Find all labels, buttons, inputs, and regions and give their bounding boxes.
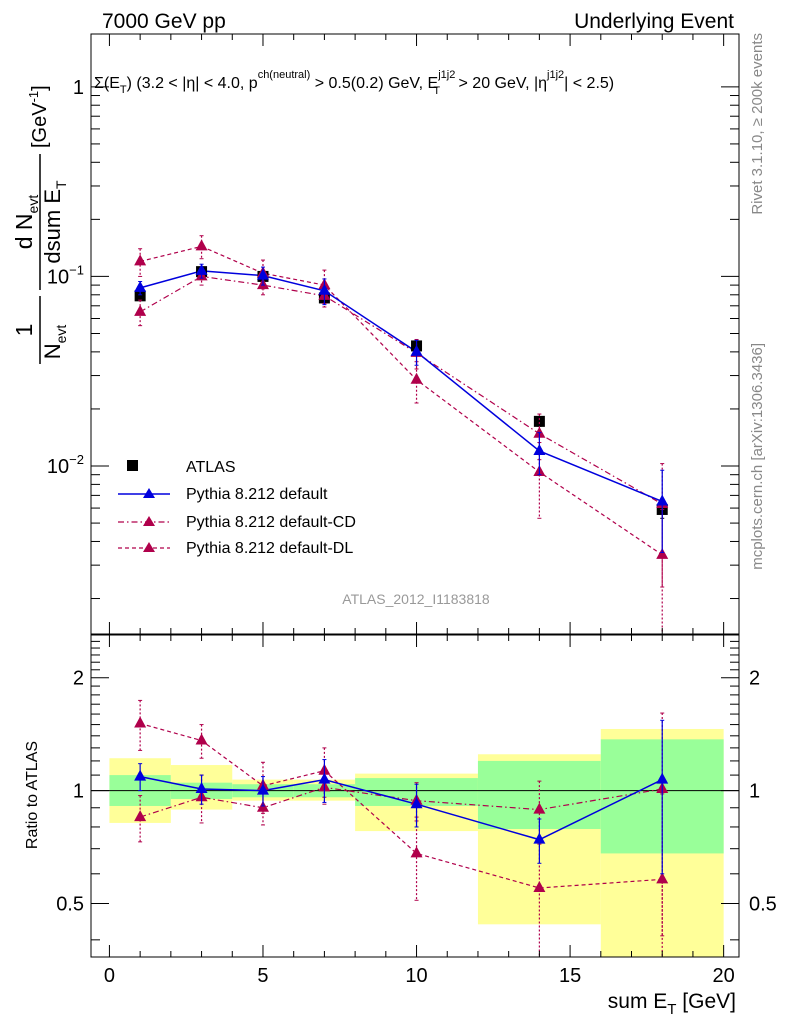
main-panel-marks bbox=[134, 235, 669, 635]
main-point-pythia-8-212-default-3 bbox=[318, 283, 331, 295]
ratio-point-pythia-8-212-default-dl-0 bbox=[134, 716, 147, 728]
ratio-point-pythia-8-212-default-4 bbox=[410, 797, 423, 809]
mcplots-label: mcplots.cern.ch [arXiv:1306.3436] bbox=[749, 343, 766, 570]
axis-ticks bbox=[91, 34, 739, 957]
main-point-pythia-8-212-default-dl-0 bbox=[134, 254, 147, 266]
svg-text:dsum ET: dsum ET bbox=[40, 180, 69, 264]
main-panel-lines bbox=[139, 245, 663, 556]
y-tick-label-ratio-right-0.5: 0.5 bbox=[749, 893, 777, 915]
header-left: 7000 GeV pp bbox=[102, 10, 226, 33]
ratio-point-pythia-8-212-default-5 bbox=[533, 832, 546, 844]
legend-label-dl: Pythia 8.212 default-DL bbox=[186, 540, 353, 557]
main-point-pythia-8-212-default-6 bbox=[656, 494, 669, 506]
legend-label-default: Pythia 8.212 default bbox=[186, 486, 328, 503]
main-line-pythia-8-212-default-dl bbox=[139, 245, 663, 556]
x-tick-label-5: 5 bbox=[257, 965, 268, 987]
ratio-point-pythia-8-212-default-cd-5 bbox=[533, 802, 546, 814]
rivet-label: Rivet 3.1.10, ≥ 200k events bbox=[749, 33, 766, 215]
main-point-pythia-8-212-default-5 bbox=[533, 444, 546, 456]
svg-text:1: 1 bbox=[11, 324, 37, 337]
x-tick-label-0: 0 bbox=[104, 965, 115, 987]
selection-text: Σ(ET) (3.2 < |η| < 4.0, pch(neutral) > 0… bbox=[94, 69, 614, 97]
ratio-panel-marks bbox=[134, 699, 669, 958]
x-tick-label-20: 20 bbox=[713, 965, 735, 987]
y-tick-label-ratio-right-2: 2 bbox=[749, 668, 760, 690]
svg-text:d Nevt: d Nevt bbox=[11, 195, 41, 250]
main-point-pythia-8-212-default-dl-1 bbox=[195, 239, 208, 251]
y-tick-label-main-1: 1 bbox=[73, 77, 84, 99]
legend-marker-atlas bbox=[127, 460, 138, 471]
legend-label-atlas: ATLAS bbox=[186, 459, 236, 476]
x-axis-label: sum ET [GeV] bbox=[608, 990, 736, 1018]
main-point-pythia-8-212-default-0 bbox=[134, 280, 147, 292]
y-tick-label-main-10−1: 10−1 bbox=[47, 262, 84, 288]
legend-marker-cd bbox=[143, 516, 155, 526]
x-tick-label-10: 10 bbox=[405, 965, 427, 987]
main-point-pythia-8-212-default-cd-0 bbox=[134, 304, 147, 316]
y-tick-label-ratio-left-1: 1 bbox=[73, 781, 84, 803]
y-tick-label-ratio-left-0.5: 0.5 bbox=[56, 893, 84, 915]
y-tick-label-ratio-left-2: 2 bbox=[73, 668, 84, 690]
legend-marker-dl bbox=[143, 542, 155, 552]
ratio-point-pythia-8-212-default-dl-1 bbox=[195, 733, 208, 745]
ratio-point-pythia-8-212-default-3 bbox=[318, 772, 331, 784]
ratio-y-label: Ratio to ATLAS bbox=[24, 741, 41, 849]
header-right: Underlying Event bbox=[574, 10, 734, 33]
legend-marker-default bbox=[143, 488, 155, 498]
legend: ATLAS Pythia 8.212 default Pythia 8.212 … bbox=[118, 459, 356, 557]
main-y-label: 1 Nevt d Nevt dsum ET [GeV-1] bbox=[11, 85, 69, 364]
main-point-atlas-5 bbox=[533, 415, 545, 427]
svg-text:[GeV-1]: [GeV-1] bbox=[26, 85, 51, 148]
main-point-pythia-8-212-default-dl-4 bbox=[410, 372, 423, 384]
ratio-point-pythia-8-212-default-6 bbox=[656, 772, 669, 784]
main-point-pythia-8-212-default-4 bbox=[410, 344, 423, 356]
ratio-point-pythia-8-212-default-cd-0 bbox=[134, 810, 147, 822]
svg-text:Nevt: Nevt bbox=[40, 325, 69, 360]
main-point-pythia-8-212-default-2 bbox=[256, 268, 269, 280]
ratio-point-pythia-8-212-default-0 bbox=[134, 769, 147, 781]
ratio-point-pythia-8-212-default-dl-6 bbox=[656, 872, 669, 884]
ratio-point-pythia-8-212-default-dl-5 bbox=[533, 880, 546, 892]
x-tick-label-15: 15 bbox=[559, 965, 581, 987]
analysis-id: ATLAS_2012_I1183818 bbox=[342, 591, 490, 607]
axis-tick-labels: 0 5 10 15 20 1 10−1 10−2 0.5 0.5 1 1 2 2 bbox=[47, 77, 777, 987]
ratio-point-pythia-8-212-default-2 bbox=[256, 783, 269, 795]
ratio-point-pythia-8-212-default-1 bbox=[195, 781, 208, 793]
ratio-frame bbox=[90, 634, 740, 958]
y-tick-label-main-10−2: 10−2 bbox=[47, 452, 84, 478]
ratio-point-pythia-8-212-default-dl-4 bbox=[410, 846, 423, 858]
y-tick-label-ratio-right-1: 1 bbox=[749, 781, 760, 803]
main-point-pythia-8-212-default-1 bbox=[195, 263, 208, 275]
main-point-atlas-0 bbox=[134, 290, 146, 302]
legend-label-cd: Pythia 8.212 default-CD bbox=[186, 514, 356, 531]
